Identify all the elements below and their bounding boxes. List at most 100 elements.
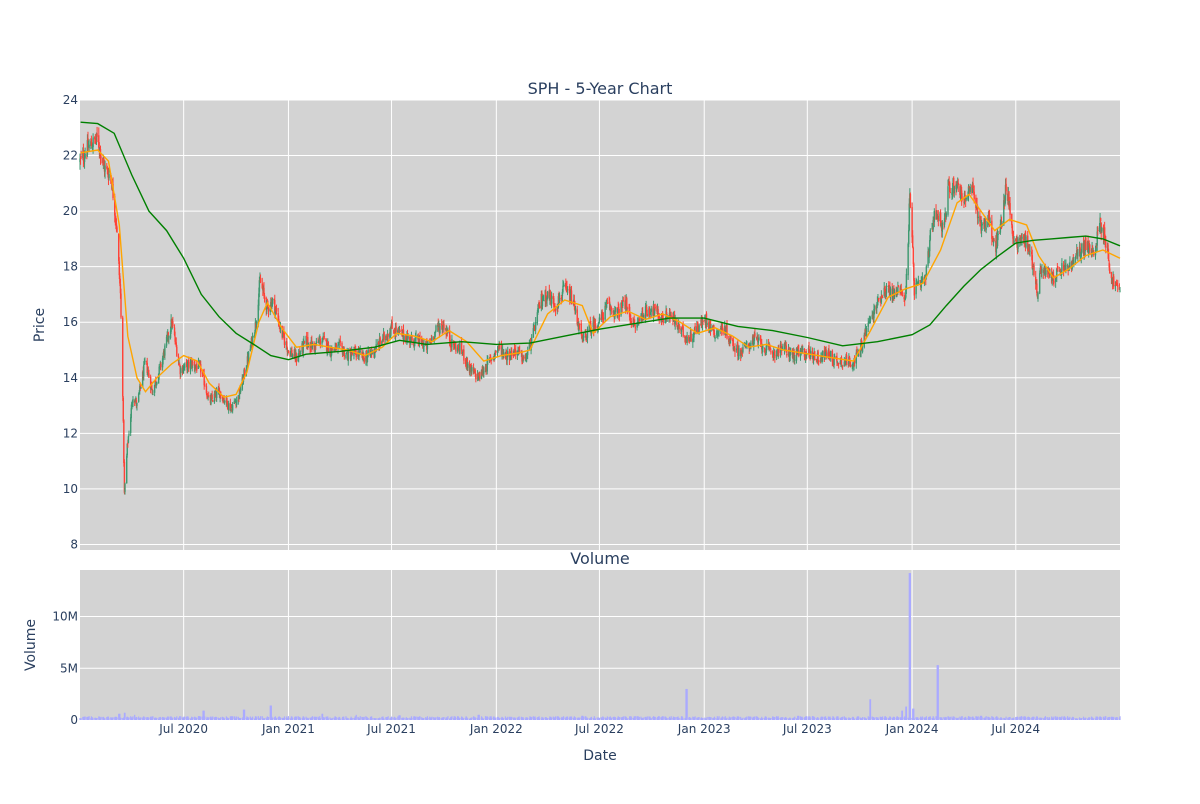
volume-bar (977, 716, 979, 720)
candle-body (626, 307, 629, 309)
volume-bar (230, 716, 232, 720)
candle-body (257, 304, 259, 324)
candle-body (462, 351, 464, 353)
candle-body (1039, 268, 1041, 274)
volume-bar (761, 716, 763, 720)
candle-body (253, 335, 255, 338)
candle-body (1043, 266, 1045, 275)
candle-body (800, 350, 802, 352)
volume-bar (351, 717, 353, 720)
candle-body (469, 365, 471, 373)
candle-body (708, 322, 710, 329)
volume-bar (539, 718, 541, 720)
candle-body (1051, 277, 1053, 281)
candle-body (713, 325, 715, 335)
volume-bar (365, 716, 367, 720)
candle-body (1065, 264, 1067, 270)
candle-body (760, 341, 762, 344)
candle-body (1107, 244, 1109, 254)
candle-body (861, 345, 863, 351)
candle-body (287, 350, 290, 352)
volume-bar (630, 716, 632, 720)
volume-bar (453, 716, 455, 720)
candle-body (534, 321, 537, 330)
candle-body (363, 357, 365, 363)
candle-body (295, 354, 298, 363)
candle-body (83, 157, 86, 163)
price-tick-label: 22 (63, 149, 78, 163)
volume-bar (629, 716, 631, 720)
candle-body (176, 346, 178, 357)
candle-body (274, 309, 277, 314)
candle-body (901, 291, 903, 294)
volume-bar (485, 716, 487, 720)
candle-body (152, 394, 154, 395)
candle-body (980, 224, 983, 231)
volume-chart-title: Volume (570, 549, 630, 568)
candle-body (286, 347, 289, 352)
volume-bar (742, 717, 744, 720)
candle-body (1031, 251, 1033, 255)
volume-bar (475, 718, 477, 720)
volume-bar (824, 716, 827, 720)
volume-bar (150, 716, 152, 720)
candle-body (594, 321, 596, 326)
volume-bar (322, 713, 324, 720)
candle-body (1108, 262, 1110, 268)
candle-body (467, 363, 469, 368)
candle-body (566, 286, 568, 290)
candle-body (795, 348, 798, 361)
volume-bar (503, 718, 505, 720)
volume-bar (875, 717, 877, 720)
candle-body (132, 399, 134, 403)
candle-body (414, 338, 416, 343)
candle-body (828, 349, 830, 356)
candle-body (147, 371, 149, 375)
candle-body (856, 351, 858, 353)
candle-body (561, 291, 564, 297)
volume-bar (100, 716, 102, 720)
candle-body (1103, 227, 1106, 238)
volume-bar (447, 716, 449, 720)
candle-body (771, 351, 774, 354)
candle-body (977, 216, 979, 218)
candle-body (920, 281, 922, 288)
candle-body (234, 401, 237, 403)
candle-body (867, 322, 869, 327)
candle-body (203, 373, 205, 386)
volume-bar (826, 718, 828, 720)
candle-body (650, 308, 652, 312)
candle-body (574, 307, 577, 313)
candle-body (337, 343, 340, 345)
candle-body (322, 336, 324, 339)
candle-body (609, 305, 611, 312)
candle-body (1091, 247, 1094, 251)
volume-bar (782, 717, 784, 720)
volume-bar (271, 717, 274, 720)
candle-body (145, 360, 148, 362)
candle-body (79, 158, 81, 163)
candle-body (566, 289, 569, 290)
candle-body (386, 334, 389, 340)
volume-bar (419, 716, 421, 720)
volume-bar (951, 716, 953, 720)
candle-body (624, 300, 626, 310)
candle-body (913, 263, 915, 281)
candle-body (337, 344, 339, 350)
candle-body (831, 350, 834, 362)
candle-body (108, 174, 110, 179)
candle-body (959, 186, 962, 195)
candle-body (1053, 280, 1055, 284)
candle-body (972, 183, 974, 188)
volume-bar (381, 716, 383, 720)
candle-body (972, 189, 975, 192)
candle-body (194, 366, 197, 368)
candle-body (211, 394, 213, 400)
candle-body (783, 343, 786, 351)
volume-bar (610, 717, 612, 720)
candle-body (630, 318, 632, 321)
candle-body (536, 312, 539, 324)
candle-body (806, 353, 808, 356)
candle-body (549, 293, 552, 299)
